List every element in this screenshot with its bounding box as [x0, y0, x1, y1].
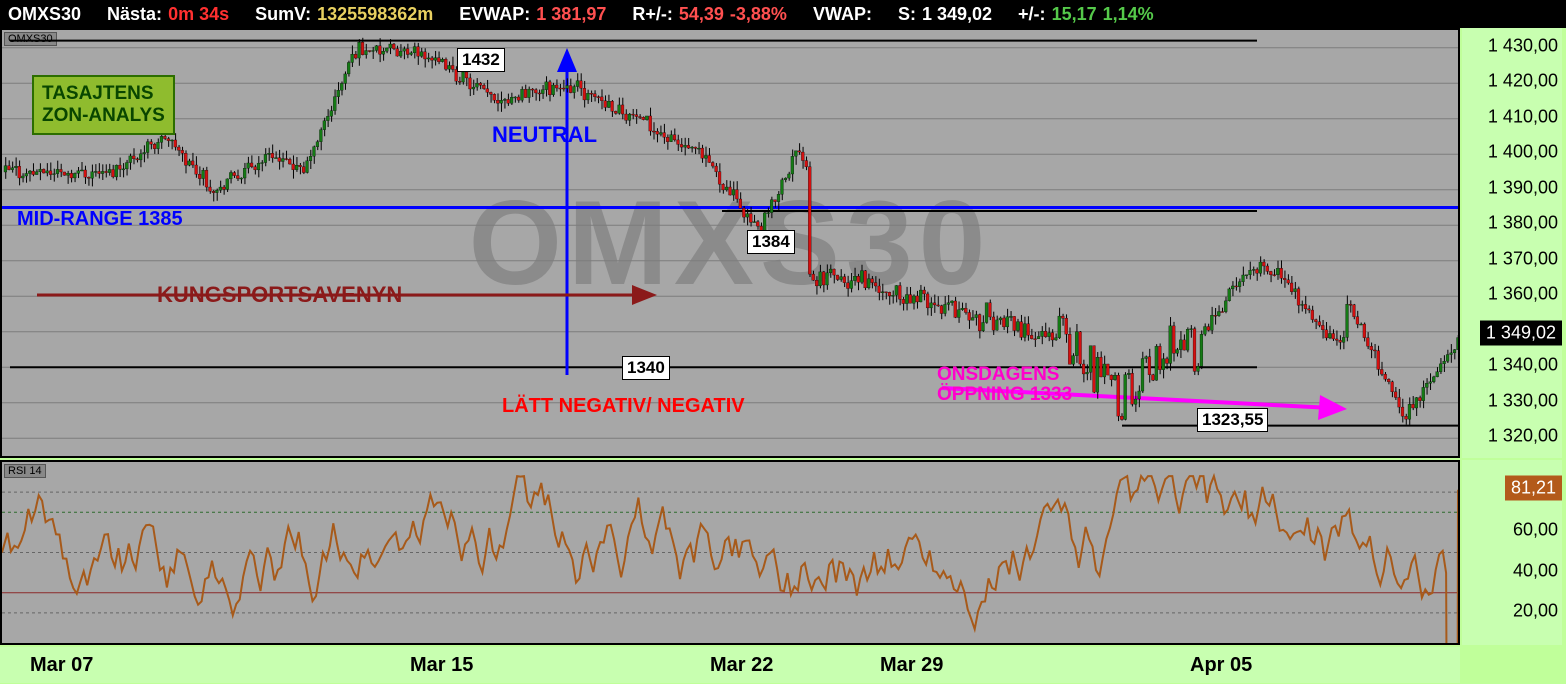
price-panel[interactable]: OMXS30 OMXS30 TASAJTENS ZON-ANALYS 1432 …: [0, 28, 1460, 458]
annot-1432: 1432: [457, 48, 505, 72]
y-axis-rsi: 60,00 40,00 20,00 81,21: [1462, 460, 1562, 645]
y-tick: 1 410,00: [1488, 106, 1558, 127]
x-tick: Mar 29: [880, 654, 943, 677]
y-tick: 1 340,00: [1488, 355, 1558, 376]
y-tick: 1 380,00: [1488, 213, 1558, 234]
x-tick: Mar 22: [710, 654, 773, 677]
rsi-panel[interactable]: RSI 14: [0, 460, 1460, 645]
price-svg: [2, 30, 1458, 456]
evwap-lbl: EVWAP:: [459, 4, 530, 25]
panel-tag-main: OMXS30: [4, 32, 57, 46]
annot-1323: 1323,55: [1197, 408, 1268, 432]
onsdag-label: ONSDAGENS ÖPPNING 1333: [937, 365, 1072, 405]
pm-val: 15,17: [1052, 4, 1097, 25]
rsi-current-badge: 81,21: [1505, 475, 1562, 500]
pm-pct: 1,14%: [1103, 4, 1154, 25]
sumv-val: 1325598362m: [317, 4, 433, 25]
neg-label: LÄTT NEGATIV/ NEGATIV: [502, 395, 745, 418]
vwap-lbl: VWAP:: [813, 4, 872, 25]
x-tick: Apr 05: [1190, 654, 1252, 677]
watermark: OMXS30: [2, 30, 1458, 456]
neutral-label: NEUTRAL: [492, 122, 597, 148]
r-lbl: R+/-:: [632, 4, 673, 25]
y-tick: 1 320,00: [1488, 426, 1558, 447]
next-lbl: Nästa:: [107, 4, 162, 25]
current-price-badge: 1 349,02: [1480, 321, 1562, 346]
y-tick: 1 390,00: [1488, 177, 1558, 198]
y-tick: 1 430,00: [1488, 35, 1558, 56]
next-val: 0m 34s: [168, 4, 229, 25]
r-val: 54,39: [679, 4, 724, 25]
sumv-lbl: SumV:: [255, 4, 311, 25]
panel-tag-rsi: RSI 14: [4, 464, 46, 478]
rsi-svg: [2, 462, 1458, 643]
pm-lbl: +/-:: [1018, 4, 1046, 25]
x-tick: Mar 15: [410, 654, 473, 677]
annot-1340: 1340: [622, 356, 670, 380]
x-axis: Mar 07 Mar 15 Mar 22 Mar 29 Apr 05: [0, 647, 1460, 683]
evwap-val: 1 381,97: [536, 4, 606, 25]
title-box: TASAJTENS ZON-ANALYS: [32, 75, 175, 135]
kungs-label: KUNGSPORTSAVENYN: [157, 282, 402, 308]
rsi-y-tick: 20,00: [1513, 600, 1558, 621]
midrange-label: MID-RANGE 1385: [17, 208, 183, 231]
rsi-y-tick: 60,00: [1513, 520, 1558, 541]
symbol: OMXS30: [8, 4, 81, 25]
y-tick: 1 400,00: [1488, 142, 1558, 163]
s-val: 1 349,02: [922, 4, 992, 25]
y-tick: 1 370,00: [1488, 248, 1558, 269]
y-tick: 1 360,00: [1488, 284, 1558, 305]
rsi-y-tick: 40,00: [1513, 560, 1558, 581]
y-axis-main: 1 430,00 1 420,00 1 410,00 1 400,00 1 390,00…: [1462, 28, 1562, 458]
y-tick: 1 330,00: [1488, 390, 1558, 411]
annot-1384: 1384: [747, 230, 795, 254]
r-pct: -3,88%: [730, 4, 787, 25]
s-lbl: S:: [898, 4, 916, 25]
y-tick: 1 420,00: [1488, 71, 1558, 92]
header-bar: OMXS30 Nästa: 0m 34s SumV: 1325598362m E…: [0, 0, 1566, 28]
x-tick: Mar 07: [30, 654, 93, 677]
